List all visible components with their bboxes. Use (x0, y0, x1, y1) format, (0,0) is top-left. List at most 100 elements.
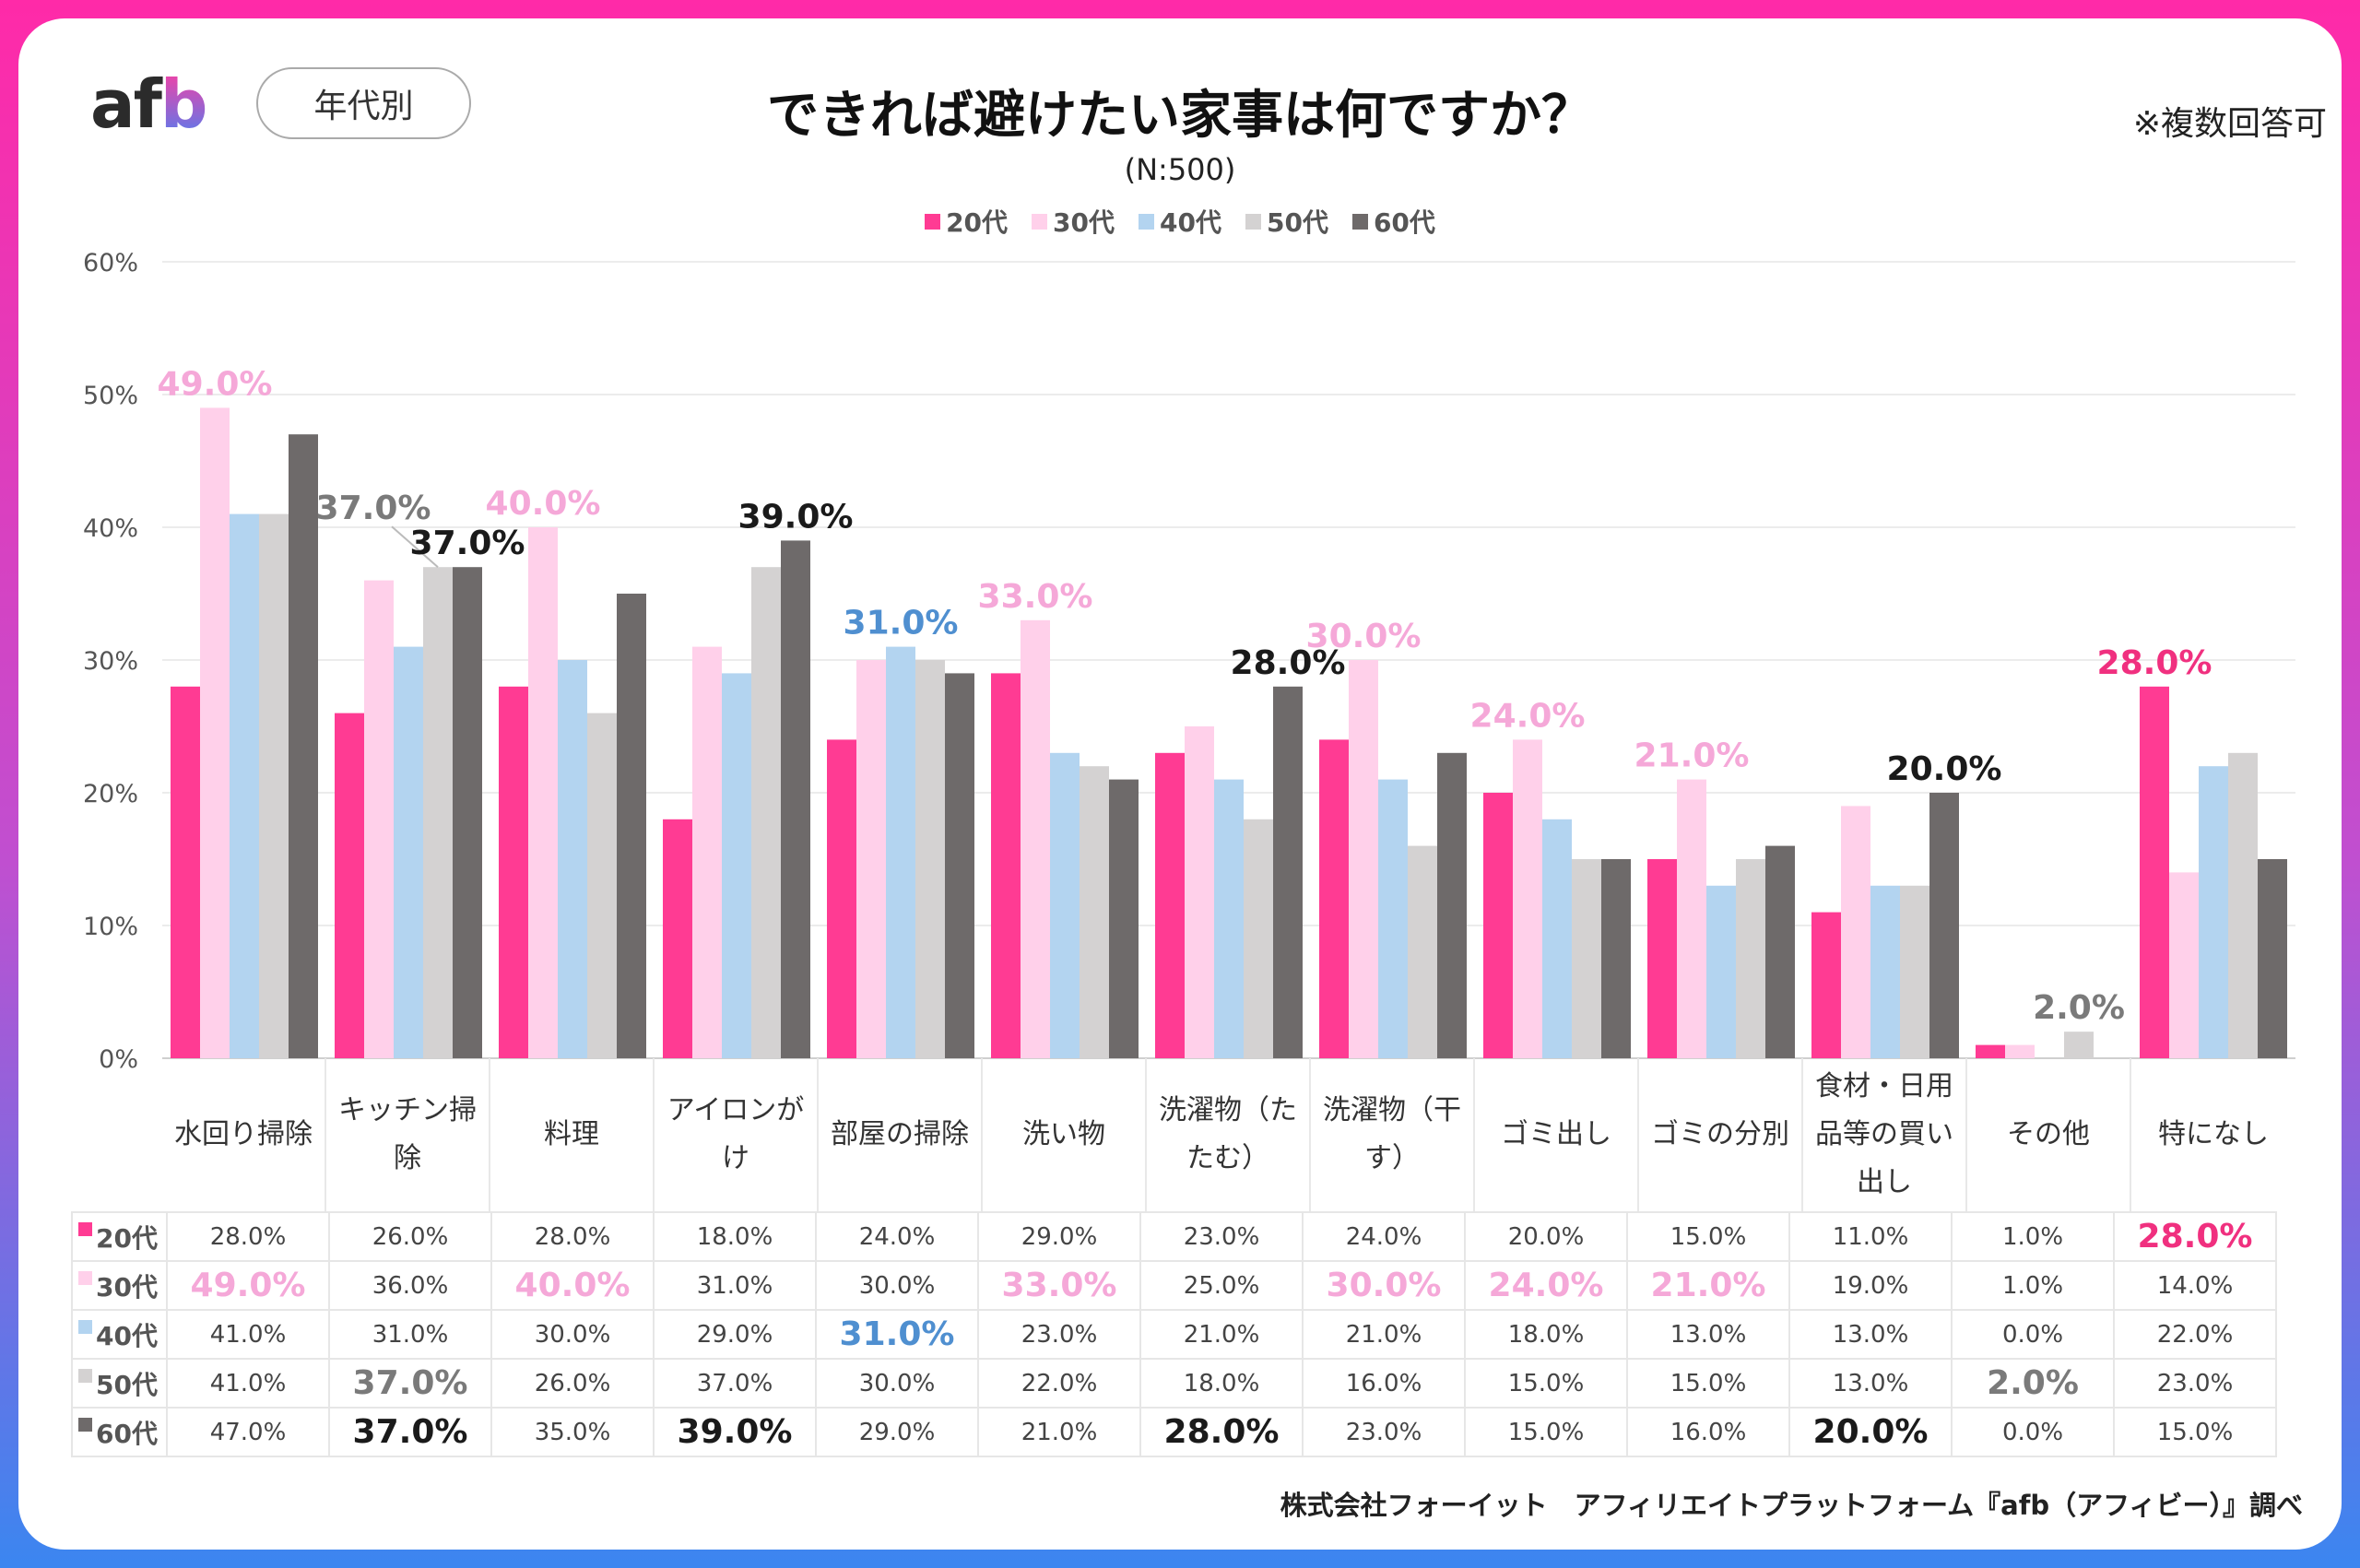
table-cell: 13.0% (1788, 1309, 1953, 1360)
table-cell: 31.0% (815, 1309, 979, 1360)
table-cell: 36.0% (328, 1260, 492, 1311)
table-cell: 26.0% (490, 1358, 655, 1409)
table-row: 60代 47.0% 37.0% 35.0% 39.0% 29.0% 21.0% 28.0% 23… (71, 1407, 2277, 1457)
bar (1080, 766, 1109, 1058)
bar (2199, 766, 2228, 1058)
table-cell: 1.0% (1951, 1211, 2115, 1262)
table-cell: 41.0% (166, 1309, 330, 1360)
table-cell: 28.0% (2113, 1211, 2277, 1262)
table-cell: 30.0% (490, 1309, 655, 1360)
legend-item: 50代 (1245, 203, 1328, 240)
chart-title: できれば避けたい家事は何ですか？ (767, 86, 1593, 146)
bar (2169, 872, 2199, 1058)
table-cell: 30.0% (815, 1260, 979, 1311)
table-cell: 47.0% (166, 1407, 330, 1457)
bar (1976, 1044, 2005, 1058)
y-tick-label: 60% (83, 249, 138, 277)
bar (886, 646, 915, 1058)
table-row: 30代 49.0% 36.0% 40.0% 31.0% 30.0% 33.0% 25.0% 30… (71, 1260, 2277, 1311)
table-cell: 16.0% (1626, 1407, 1790, 1457)
y-tick-label: 40% (83, 514, 138, 543)
table-cell: 24.0% (1464, 1260, 1628, 1311)
y-tick-label: 30% (83, 647, 138, 676)
table-cell: 21.0% (1626, 1260, 1790, 1311)
category-labels: 水回り掃除 キッチン掃除 料理 アイロンがけ 部屋の掃除 洗い物 洗濯物（たたむ） 洗濯物（干… (162, 1058, 2295, 1211)
legend-label: 20代 (946, 207, 1009, 238)
table-cell: 30.0% (1302, 1260, 1466, 1311)
table-cell: 18.0% (653, 1211, 817, 1262)
table-cell: 35.0% (490, 1407, 655, 1457)
table-cell: 2.0% (1951, 1358, 2115, 1409)
bar (915, 660, 945, 1058)
table-cell: 24.0% (815, 1211, 979, 1262)
bar (722, 673, 751, 1058)
table-cell: 14.0% (2113, 1260, 2277, 1311)
legend-label: 50代 (1266, 207, 1328, 238)
table-cell: 18.0% (1464, 1309, 1628, 1360)
bar (335, 713, 364, 1058)
bar (171, 686, 200, 1058)
category-label: 水回り掃除 (162, 1058, 326, 1211)
data-label: 33.0% (978, 578, 1093, 616)
bar (1378, 779, 1408, 1058)
category-label: 特になし (2158, 1118, 2269, 1150)
bar (364, 580, 394, 1058)
bar (1109, 779, 1139, 1058)
legend-label: 40代 (1160, 207, 1221, 238)
bar (1319, 739, 1349, 1058)
table-cell: 15.0% (1626, 1211, 1790, 1262)
table-cell: 29.0% (815, 1407, 979, 1457)
category-label: 洗濯物（たたむ） (1147, 1058, 1311, 1211)
bar (1706, 885, 1736, 1058)
bar (1929, 793, 1959, 1058)
bar (394, 646, 423, 1058)
table-cell: 28.0% (1139, 1407, 1304, 1457)
table-cell: 30.0% (815, 1358, 979, 1409)
bar (499, 686, 528, 1058)
bar (1021, 619, 1050, 1058)
legend-item: 60代 (1351, 203, 1435, 240)
table-cell: 33.0% (977, 1260, 1141, 1311)
table-cell: 26.0% (328, 1211, 492, 1262)
table-cell: 29.0% (977, 1211, 1141, 1262)
bar (230, 513, 259, 1058)
table-cell: 31.0% (653, 1260, 817, 1311)
data-label: 24.0% (1470, 697, 1586, 735)
table-cell: 31.0% (328, 1309, 492, 1360)
table-cell: 23.0% (1139, 1211, 1304, 1262)
data-label: 28.0% (1231, 644, 1346, 682)
legend: 20代 30代 40代 50代 60代 (0, 203, 2360, 240)
table-cell: 40.0% (490, 1260, 655, 1311)
bar (856, 660, 886, 1058)
data-label: 37.0% (410, 525, 525, 562)
table-cell: 49.0% (166, 1260, 330, 1311)
bar (528, 527, 558, 1058)
table-cell: 15.0% (2113, 1407, 2277, 1457)
category-label: 部屋の掃除 (819, 1058, 983, 1211)
category-label: ゴミ出し (1475, 1058, 1639, 1211)
bar (1408, 845, 1437, 1058)
table-cell: 18.0% (1139, 1358, 1304, 1409)
bar (692, 646, 722, 1058)
table-cell: 19.0% (1788, 1260, 1953, 1311)
table-cell: 23.0% (1302, 1407, 1466, 1457)
bar (1513, 739, 1542, 1058)
table-row: 50代 41.0% 37.0% 26.0% 37.0% 30.0% 22.0% 18.0% 16… (71, 1358, 2277, 1409)
row-label: 40代 (71, 1309, 168, 1360)
data-label: 49.0% (158, 365, 273, 403)
legend-swatch (1032, 213, 1048, 230)
table-cell: 37.0% (328, 1358, 492, 1409)
leader-line (391, 525, 439, 568)
bar (617, 594, 646, 1058)
bar (827, 739, 856, 1058)
data-label: 40.0% (486, 485, 601, 523)
category-label: 洗濯物（干す） (1311, 1058, 1475, 1211)
data-label: 31.0% (844, 605, 959, 643)
category-label: キッチン掃除 (326, 1058, 490, 1211)
table-cell: 28.0% (490, 1211, 655, 1262)
bar (1736, 859, 1765, 1058)
table-cell: 23.0% (2113, 1358, 2277, 1409)
data-label: 28.0% (2097, 644, 2212, 682)
category-label: ゴミの分別 (1639, 1058, 1803, 1211)
